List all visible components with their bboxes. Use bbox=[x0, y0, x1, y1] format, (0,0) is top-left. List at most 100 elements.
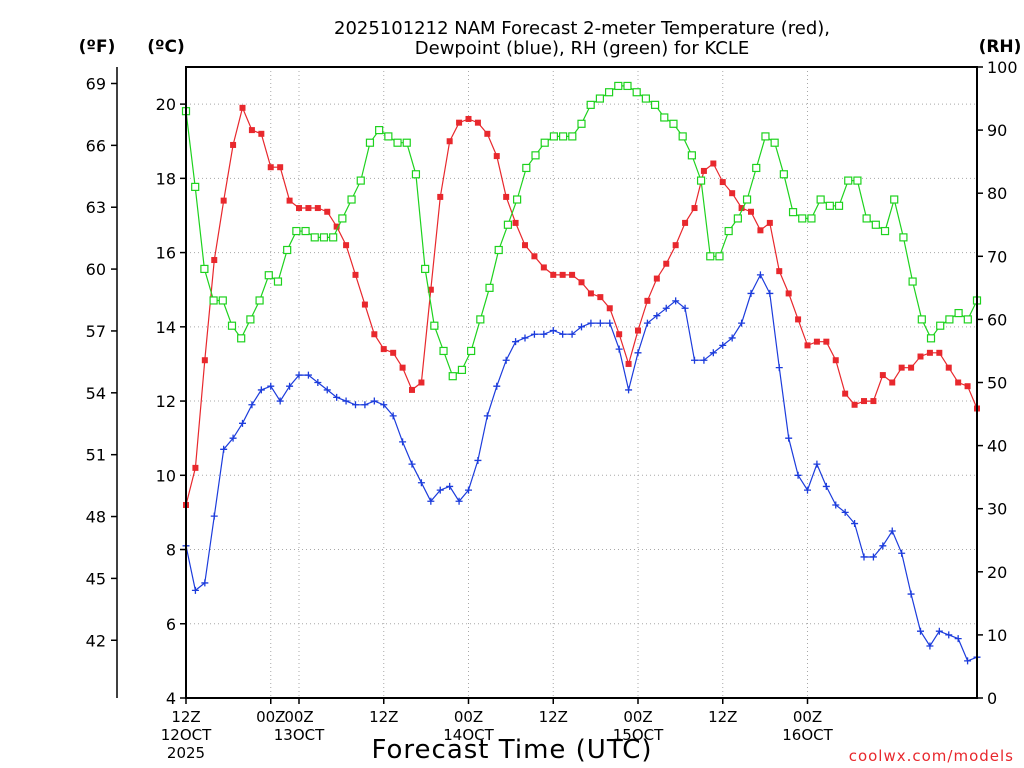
dewpoint-point-16 bbox=[333, 393, 341, 401]
x-tick-label-7: 12Z bbox=[708, 708, 737, 726]
celsius-tick-label-4: 12 bbox=[156, 392, 176, 411]
temperature-point-39 bbox=[550, 271, 557, 278]
temperature-point-3 bbox=[211, 257, 218, 264]
dewpoint-point-48 bbox=[634, 349, 642, 357]
dewpoint-point-14 bbox=[314, 379, 322, 386]
temperature-point-6 bbox=[239, 104, 246, 111]
temperature-point-56 bbox=[710, 160, 717, 167]
credit-text: coolwx.com/models bbox=[849, 747, 1014, 765]
dewpoint-point-31 bbox=[474, 456, 482, 464]
rh-point-28 bbox=[439, 346, 448, 356]
rh-point-42 bbox=[568, 132, 577, 141]
temperature-point-29 bbox=[456, 119, 463, 126]
rh-point-58 bbox=[715, 252, 724, 261]
celsius-tick-label-3: 10 bbox=[156, 466, 176, 485]
x-tick-year-0: 2025 bbox=[167, 744, 205, 762]
dewpoint-point-83 bbox=[964, 657, 972, 665]
celsius-tick-label-6: 16 bbox=[156, 244, 176, 263]
dewpoint-point-46 bbox=[615, 345, 623, 353]
dewpoint-point-40 bbox=[559, 330, 567, 338]
temperature-point-48 bbox=[635, 327, 641, 334]
rh-point-41 bbox=[559, 132, 568, 141]
rh-tick-label-8: 80 bbox=[987, 184, 1007, 203]
dewpoint-point-32 bbox=[483, 412, 491, 420]
temperature-point-80 bbox=[936, 349, 943, 356]
rh-tick-label-10: 100 bbox=[987, 58, 1018, 77]
dewpoint-point-50 bbox=[653, 312, 661, 320]
x-tick-date-4: 14OCT bbox=[443, 726, 494, 744]
rh-point-44 bbox=[586, 100, 595, 109]
dewpoint-point-82 bbox=[954, 635, 962, 643]
temperature-point-57 bbox=[719, 179, 726, 186]
dewpoint-point-79 bbox=[926, 642, 934, 650]
temperature-point-47 bbox=[625, 360, 632, 367]
rh-tick-label-4: 40 bbox=[987, 437, 1007, 456]
temperature-point-52 bbox=[672, 242, 679, 249]
x-tick-label-2: 00Z bbox=[284, 708, 313, 726]
temperature-point-5 bbox=[230, 141, 237, 148]
temperature-point-81 bbox=[945, 364, 952, 371]
rh-point-36 bbox=[513, 195, 522, 204]
rh-point-54 bbox=[678, 132, 687, 141]
rh-point-7 bbox=[246, 315, 255, 324]
fahrenheit-axis-unit: (ºF) bbox=[79, 37, 116, 57]
x-tick-label-8: 00Z bbox=[793, 708, 822, 726]
temperature-point-49 bbox=[644, 297, 651, 304]
temperature-point-76 bbox=[898, 364, 905, 371]
temperature-point-50 bbox=[653, 275, 660, 282]
dewpoint-point-72 bbox=[860, 553, 868, 561]
temperature-point-11 bbox=[286, 197, 293, 204]
temperature-point-58 bbox=[729, 190, 736, 197]
dewpoint-point-34 bbox=[502, 356, 510, 364]
temperature-point-22 bbox=[390, 349, 397, 356]
temperature-point-20 bbox=[371, 331, 378, 338]
temperature-point-72 bbox=[861, 398, 867, 405]
x-tick-label-3: 12Z bbox=[369, 708, 398, 726]
dewpoint-point-11 bbox=[286, 382, 294, 390]
rh-point-40 bbox=[549, 132, 559, 141]
fahrenheit-tick-label-0: 42 bbox=[86, 631, 106, 650]
rh-point-17 bbox=[338, 214, 347, 223]
temperature-point-75 bbox=[889, 379, 896, 386]
x-tick-label-4: 00Z bbox=[454, 708, 483, 726]
fahrenheit-tick-label-6: 60 bbox=[86, 260, 106, 279]
temperature-point-66 bbox=[804, 342, 811, 349]
dewpoint-point-25 bbox=[417, 479, 425, 487]
dewpoint-point-69 bbox=[832, 501, 840, 509]
dewpoint-point-42 bbox=[578, 323, 585, 331]
rh-point-6 bbox=[237, 334, 246, 343]
dewpoint-point-71 bbox=[851, 520, 859, 528]
temperature-point-42 bbox=[578, 279, 585, 286]
dewpoint-point-62 bbox=[766, 289, 774, 297]
celsius-tick-label-5: 14 bbox=[156, 318, 176, 337]
dewpoint-point-24 bbox=[408, 460, 416, 468]
dewpoint-point-61 bbox=[756, 271, 764, 279]
dewpoint-point-26 bbox=[427, 497, 435, 505]
temperature-point-17 bbox=[343, 242, 350, 249]
temperature-point-71 bbox=[851, 401, 858, 408]
temperature-point-73 bbox=[870, 398, 877, 405]
temperature-point-34 bbox=[503, 193, 510, 200]
x-tick-label-6: 00Z bbox=[623, 708, 652, 726]
temperature-point-4 bbox=[220, 197, 227, 204]
temperature-point-67 bbox=[813, 338, 820, 345]
x-tick-date-6: 15OCT bbox=[613, 726, 664, 744]
rh-point-35 bbox=[503, 220, 513, 229]
rh-point-30 bbox=[457, 365, 467, 374]
temperature-point-43 bbox=[587, 290, 594, 297]
rh-point-72 bbox=[844, 176, 853, 185]
rh-point-55 bbox=[687, 151, 696, 160]
dewpoint-point-58 bbox=[728, 334, 736, 342]
temperature-point-19 bbox=[361, 301, 368, 308]
dewpoint-point-27 bbox=[436, 486, 444, 494]
rh-point-32 bbox=[476, 315, 485, 324]
celsius-tick-label-7: 18 bbox=[156, 169, 176, 188]
temperature-point-77 bbox=[908, 364, 915, 371]
rh-point-1 bbox=[191, 182, 200, 191]
rh-point-10 bbox=[273, 277, 283, 286]
dewpoint-point-35 bbox=[512, 338, 520, 346]
fahrenheit-tick-label-8: 66 bbox=[86, 136, 106, 155]
dewpoint-point-1 bbox=[191, 586, 199, 594]
rh-point-64 bbox=[770, 138, 779, 147]
